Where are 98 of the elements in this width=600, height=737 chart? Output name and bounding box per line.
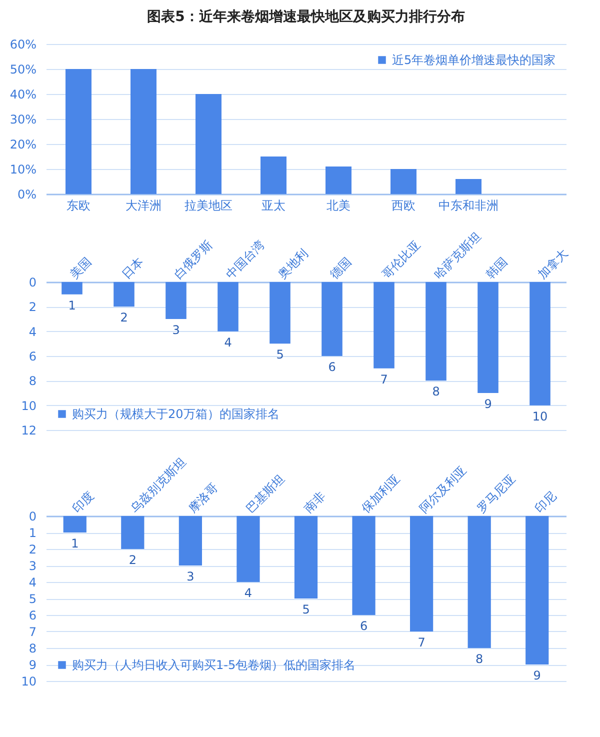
x-tick-label: 北美 <box>326 198 350 212</box>
chart-title: 图表5：近年来卷烟增速最快地区及购买力排行分布 <box>147 8 465 25</box>
bar <box>130 69 156 194</box>
data-label: 2 <box>120 310 128 325</box>
data-label: 1 <box>68 298 76 312</box>
data-label: 1 <box>71 536 79 550</box>
data-label: 6 <box>360 619 368 633</box>
bar <box>322 282 342 356</box>
data-label: 7 <box>380 372 388 386</box>
x-tick-label: 中东和非洲 <box>438 198 498 212</box>
x-tick-label: 加拿大 <box>535 246 570 282</box>
y-tick-label: 30% <box>10 112 36 126</box>
legend-label: 购买力（规模大于20万箱）的国家排名 <box>72 407 280 421</box>
bar <box>326 166 352 194</box>
x-tick-label: 阿尔及利亚 <box>416 463 469 516</box>
x-tick-label: 大洋洲 <box>126 198 162 212</box>
y-tick-label: 1 <box>28 526 36 540</box>
y-tick-label: 8 <box>28 642 36 656</box>
y-tick-label: 9 <box>28 658 36 672</box>
bar <box>63 516 86 532</box>
x-tick-label: 中国台湾 <box>223 238 267 282</box>
y-tick-label: 40% <box>10 88 36 102</box>
bar <box>218 282 238 332</box>
legend-label: 近5年卷烟单价增速最快的国家 <box>392 53 556 67</box>
bar <box>121 516 144 549</box>
data-label: 3 <box>172 323 180 337</box>
bar <box>478 282 498 393</box>
x-tick-label: 西欧 <box>392 198 416 212</box>
data-label: 6 <box>328 360 336 374</box>
bar <box>66 69 92 194</box>
y-tick-label: 60% <box>10 38 36 52</box>
data-label: 3 <box>186 570 194 584</box>
y-tick-label: 8 <box>28 374 36 388</box>
data-label: 5 <box>302 602 310 616</box>
data-label: 7 <box>418 636 426 650</box>
x-tick-label: 德国 <box>327 254 354 282</box>
x-tick-label: 亚太 <box>262 198 286 212</box>
x-tick-label: 罗马尼亚 <box>474 472 518 516</box>
x-tick-label: 巴基斯坦 <box>243 472 288 516</box>
bar <box>468 516 491 648</box>
y-tick-label: 20% <box>10 138 36 152</box>
x-tick-label: 奥地利 <box>275 246 310 282</box>
x-tick-label: 白俄罗斯 <box>171 238 215 282</box>
y-tick-label: 7 <box>28 625 36 639</box>
data-label: 2 <box>128 553 136 567</box>
x-tick-label: 印尼 <box>532 488 560 516</box>
bar <box>390 169 416 194</box>
bar <box>236 516 260 582</box>
x-tick-label: 韩国 <box>483 254 510 282</box>
bar <box>526 516 549 664</box>
y-tick-label: 12 <box>21 424 36 438</box>
data-label: 9 <box>484 397 492 411</box>
bar <box>374 282 394 368</box>
data-label: 4 <box>244 586 252 600</box>
bar <box>166 282 186 319</box>
bar <box>352 516 376 615</box>
y-tick-label: 50% <box>10 62 36 76</box>
data-label: 10 <box>532 409 548 424</box>
bar <box>260 156 286 194</box>
x-tick-label: 哥伦比亚 <box>379 238 423 282</box>
y-tick-label: 10% <box>10 162 36 176</box>
bar <box>456 179 482 194</box>
legend-label: 购买力（人均日收入可购买1-5包卷烟）低的国家排名 <box>72 658 356 672</box>
y-tick-label: 10 <box>21 398 36 413</box>
data-label: 4 <box>224 335 232 350</box>
bar <box>196 94 222 194</box>
y-tick-label: 5 <box>28 592 36 606</box>
x-tick-label: 美国 <box>67 254 94 282</box>
y-tick-label: 10 <box>21 674 36 688</box>
y-tick-label: 0% <box>17 188 36 202</box>
data-label: 5 <box>276 348 284 362</box>
bar <box>426 282 446 381</box>
bar <box>294 516 318 598</box>
bar <box>62 282 82 294</box>
x-tick-label: 东欧 <box>66 198 90 212</box>
y-tick-label: 0 <box>28 510 36 524</box>
x-tick-label: 南非 <box>301 488 328 516</box>
bar <box>270 282 290 344</box>
x-tick-label: 拉美地区 <box>184 198 232 212</box>
bar <box>410 516 434 632</box>
bar <box>114 282 134 307</box>
y-tick-label: 2 <box>28 300 36 314</box>
y-tick-label: 4 <box>28 324 36 339</box>
data-label: 9 <box>533 668 541 682</box>
x-tick-label: 印度 <box>70 488 97 516</box>
y-tick-label: 3 <box>28 559 36 573</box>
y-tick-label: 6 <box>28 608 36 622</box>
bar <box>178 516 202 566</box>
y-tick-label: 4 <box>28 576 36 590</box>
data-label: 8 <box>476 652 484 666</box>
bar <box>530 282 550 406</box>
y-tick-label: 0 <box>28 276 36 290</box>
x-tick-label: 哈萨克斯坦 <box>431 229 484 282</box>
x-tick-label: 保加利亚 <box>358 472 403 516</box>
y-tick-label: 2 <box>28 542 36 556</box>
data-label: 8 <box>432 384 440 399</box>
x-tick-label: 日本 <box>119 254 146 282</box>
y-tick-label: 6 <box>28 350 36 364</box>
